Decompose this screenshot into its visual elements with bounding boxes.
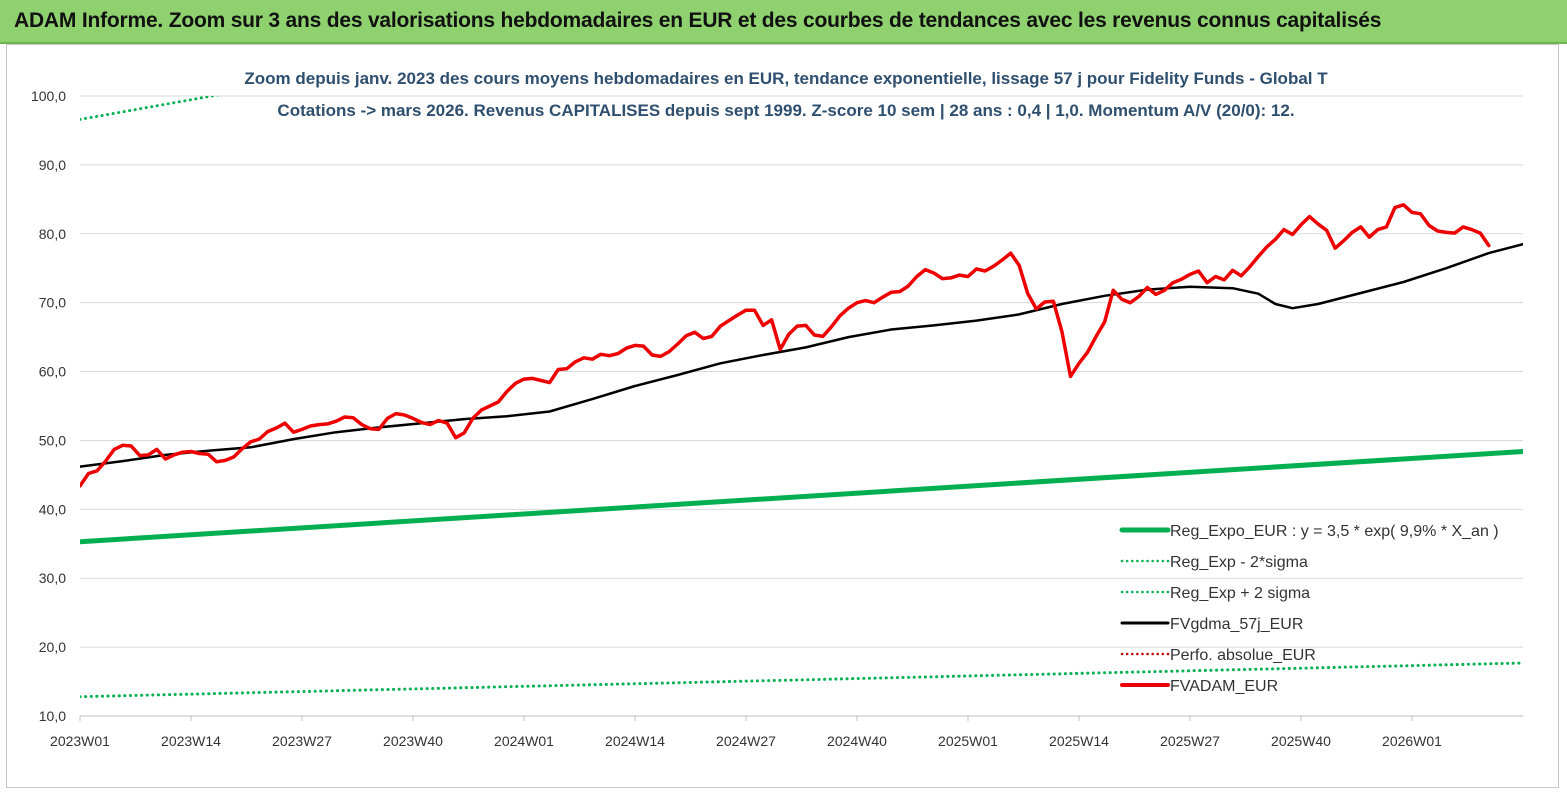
series-line-3: [80, 242, 1523, 468]
x-tick-label: 2023W27: [272, 733, 332, 749]
legend-label: Reg_Exp + 2 sigma: [1170, 585, 1310, 602]
series-line-5: [80, 203, 1491, 488]
series-line-0: [80, 449, 1523, 545]
y-tick-label: 50,0: [39, 432, 66, 448]
report-title: ADAM Informe. Zoom sur 3 ans des valoris…: [14, 9, 1382, 32]
y-tick-label: 30,0: [39, 570, 66, 586]
x-tick-label: 2024W40: [827, 733, 887, 749]
x-tick-label: 2023W40: [383, 733, 443, 749]
grid: [80, 95, 1523, 717]
legend-label: Perfo. absolue_EUR: [1170, 647, 1316, 664]
y-axis: 10,0 20,0 30,0 40,0 50,0 60,0 70,0 80,0 90,0 100,…: [31, 88, 66, 724]
x-tick-label: 2023W14: [161, 733, 221, 749]
y-tick-label: 70,0: [39, 295, 66, 311]
x-tick-label: 2024W01: [494, 733, 554, 749]
chart-frame: [6, 44, 1559, 788]
x-tick-label: 2025W40: [1271, 733, 1331, 749]
plot-area: [80, 96, 1523, 699]
series-line-1: [80, 661, 1523, 699]
y-tick-label: 40,0: [39, 501, 66, 517]
x-tick-label: 2023W01: [50, 733, 110, 749]
y-tick-label: 100,0: [31, 88, 66, 104]
y-tick-label: 60,0: [39, 364, 66, 380]
y-tick-label: 80,0: [39, 226, 66, 242]
y-tick-label: 10,0: [39, 708, 66, 724]
chart-title: Zoom depuis janv. 2023 des cours moyens …: [244, 69, 1328, 88]
chart-subtitle: Cotations -> mars 2026. Revenus CAPITALI…: [277, 101, 1294, 120]
legend-label: Reg_Exp - 2*sigma: [1170, 554, 1308, 571]
x-tick-label: 2026W01: [1382, 733, 1442, 749]
legend-label: FVADAM_EUR: [1170, 678, 1278, 695]
legend: Reg_Expo_EUR : y = 3,5 * exp( 9,9% * X_a…: [1119, 523, 1499, 695]
x-axis: 2023W01 2023W14 2023W27 2023W40 2024W01 2024W…: [50, 715, 1523, 749]
legend-label: Reg_Expo_EUR : y = 3,5 * exp( 9,9% * X_a…: [1170, 523, 1499, 540]
y-tick-label: 20,0: [39, 639, 66, 655]
x-tick-label: 2025W01: [938, 733, 998, 749]
y-tick-label: 90,0: [39, 157, 66, 173]
report-banner: ADAM Informe. Zoom sur 3 ans des valoris…: [0, 0, 1567, 44]
x-tick-label: 2025W27: [1160, 733, 1220, 749]
legend-label: FVgdma_57j_EUR: [1170, 616, 1303, 633]
x-tick-label: 2025W14: [1049, 733, 1109, 749]
x-tick-label: 2024W27: [716, 733, 776, 749]
x-tick-label: 2024W14: [605, 733, 665, 749]
